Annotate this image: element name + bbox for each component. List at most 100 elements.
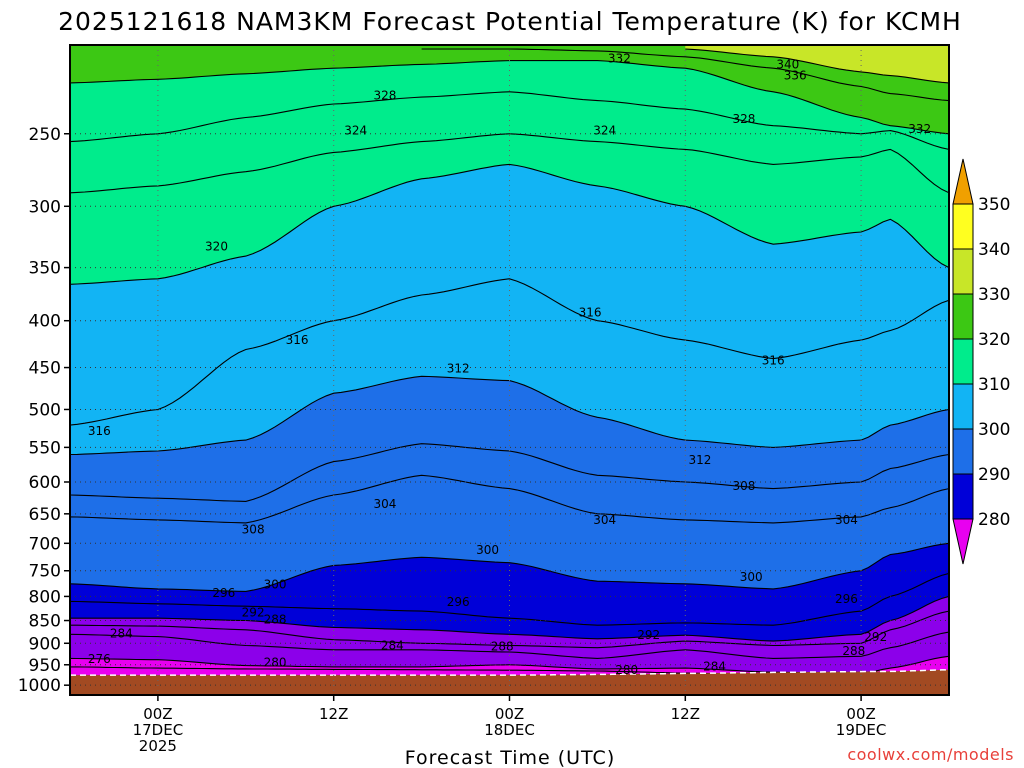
isentrope-300 xyxy=(70,542,949,592)
contour-label: 300 xyxy=(264,577,287,591)
colorbar-segment xyxy=(952,428,974,475)
contour-label: 316 xyxy=(88,424,111,438)
contour-label: 300 xyxy=(476,543,499,557)
colorbar-label: 280 xyxy=(978,510,1010,530)
colorbar-label: 300 xyxy=(978,420,1010,440)
contour-label: 280 xyxy=(264,656,287,670)
contour-label: 332 xyxy=(908,122,931,136)
contour-label: 312 xyxy=(447,361,470,375)
x-tick-label: 00Z xyxy=(846,705,875,723)
x-tick-label: 17DEC xyxy=(133,721,184,739)
contour-label: 316 xyxy=(762,353,785,367)
x-tick-label: 00Z xyxy=(143,705,172,723)
isentrope-336 xyxy=(421,48,949,102)
y-tick-label: 600 xyxy=(29,473,61,493)
colorbar-segment xyxy=(952,203,974,250)
y-tick-label: 500 xyxy=(29,400,61,420)
contour-label: 308 xyxy=(732,479,755,493)
y-tick-label: 900 xyxy=(29,634,61,654)
isentrope-304 xyxy=(70,474,949,524)
chart-title: 2025121618 NAM3KM Forecast Potential Tem… xyxy=(58,7,962,36)
isentrope-lines xyxy=(70,48,949,676)
contour-label: 304 xyxy=(593,513,616,527)
y-tick-label: 950 xyxy=(29,656,61,676)
contour-label: 336 xyxy=(784,69,807,83)
isentrope-316 xyxy=(70,278,949,426)
colorbar-label: 340 xyxy=(978,240,1010,260)
colorbar-segment xyxy=(952,248,974,295)
contour-label: 300 xyxy=(740,570,763,584)
colorbar-label: 320 xyxy=(978,330,1010,350)
y-tick-label: 700 xyxy=(29,534,61,554)
contour-label: 296 xyxy=(835,592,858,606)
contour-label: 316 xyxy=(579,306,602,320)
y-tick-label: 250 xyxy=(29,125,61,145)
fill-band-332 xyxy=(70,45,949,134)
y-tick-label: 650 xyxy=(29,505,61,525)
colorbar-segment xyxy=(952,338,974,385)
isentrope-292 xyxy=(70,595,949,642)
colorbar-extend-low xyxy=(952,518,974,565)
contour-label: 304 xyxy=(374,497,397,511)
colorbar-label: 350 xyxy=(978,195,1010,215)
contour-label: 288 xyxy=(491,639,514,653)
y-tick-label: 400 xyxy=(29,312,61,332)
contour-label: 308 xyxy=(242,522,265,536)
contour-label: 292 xyxy=(864,630,887,644)
y-tick-label: 300 xyxy=(29,197,61,217)
y-tick-label: 350 xyxy=(29,259,61,279)
contour-label: 312 xyxy=(688,453,711,467)
contour-label: 328 xyxy=(374,88,397,102)
colorbar-segment xyxy=(952,473,974,520)
colorbar: 280 290 300 310 320 330 340 350 xyxy=(952,158,1010,565)
theta-fill-layers xyxy=(70,45,949,695)
colorbar-label: 330 xyxy=(978,285,1010,305)
contour-label: 340 xyxy=(776,57,799,71)
grid-lines xyxy=(70,45,949,695)
x-tick-label: 00Z xyxy=(495,705,524,723)
isentrope-320 xyxy=(70,163,949,285)
credit-link[interactable]: coolwx.com/models xyxy=(847,745,1014,764)
isentrope-340 xyxy=(685,48,949,84)
colorbar-label: 290 xyxy=(978,465,1010,485)
contour-label: 284 xyxy=(381,638,404,652)
y-tick-label: 450 xyxy=(29,359,61,379)
colorbar-segment xyxy=(952,383,974,430)
isentrope-324 xyxy=(70,133,949,194)
ground-layer xyxy=(70,669,949,695)
colorbar-label: 310 xyxy=(978,375,1010,395)
contour-label: 304 xyxy=(835,513,858,527)
y-tick-label: 800 xyxy=(29,587,61,607)
y-tick-label: 1000 xyxy=(18,676,61,696)
colorbar-extend-high xyxy=(952,158,974,205)
contour-label: 292 xyxy=(242,605,265,619)
y-tick-label: 750 xyxy=(29,562,61,582)
contour-label: 332 xyxy=(608,52,631,66)
x-tick-label: 2025 xyxy=(139,737,177,755)
y-tick-label: 850 xyxy=(29,612,61,632)
contour-label: 288 xyxy=(264,613,287,627)
x-axis-label: Forecast Time (UTC) xyxy=(405,747,615,768)
isentrope-328 xyxy=(70,91,949,150)
contour-label: 284 xyxy=(110,626,133,640)
ground-line xyxy=(70,669,949,676)
isentrope-296 xyxy=(70,572,949,626)
colorbar-segment xyxy=(952,293,974,340)
ground-fill xyxy=(70,669,949,695)
y-tick-label: 550 xyxy=(29,438,61,458)
contour-label: 320 xyxy=(205,240,228,254)
x-tick-label: 19DEC xyxy=(836,721,887,739)
contour-label: 296 xyxy=(447,595,470,609)
contour-label: 284 xyxy=(703,659,726,673)
contour-label: 296 xyxy=(212,586,235,600)
contour-label: 276 xyxy=(88,652,111,666)
x-tick-label: 12Z xyxy=(319,705,348,723)
contour-label: 280 xyxy=(615,663,638,677)
contour-label: 324 xyxy=(593,124,616,138)
x-tick-label: 12Z xyxy=(671,705,700,723)
contour-label: 328 xyxy=(732,112,755,126)
y-axis: 2503003504004505005506006507007508008509… xyxy=(18,125,70,696)
contour-label: 324 xyxy=(344,124,367,138)
